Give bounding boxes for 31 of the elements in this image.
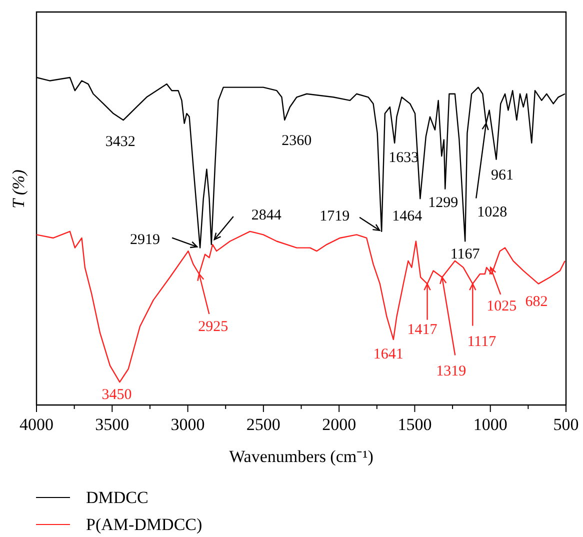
annotation: 3450 (102, 387, 132, 404)
legend-label: P(AM-DMDCC) (86, 514, 202, 534)
annotation: 961 (491, 167, 514, 184)
x-tick-label: 2000 (322, 415, 356, 434)
annotation: 2925 (198, 319, 228, 335)
annotation: 2360 (282, 133, 312, 150)
annotation: 1117 (467, 334, 497, 350)
annotation: 2844 (251, 208, 282, 224)
annotation: 1299 (428, 194, 458, 211)
annotation: 1025 (486, 298, 517, 314)
y-axis-title: T (%) (9, 169, 28, 208)
x-tick-label: 3000 (170, 415, 205, 434)
x-tick-label: 2500 (246, 415, 280, 434)
x-tick-label: 1000 (473, 415, 508, 434)
annotation: 682 (525, 294, 548, 310)
annotation: 1719 (320, 208, 350, 224)
annotation: 1464 (392, 208, 423, 225)
x-tick-label: 1500 (398, 415, 432, 434)
annotation: 1641 (373, 346, 404, 362)
annotation: 1633 (388, 150, 419, 166)
annotation: 1167 (450, 246, 480, 262)
x-tick-label: 500 (553, 415, 579, 434)
annotation: 3432 (105, 134, 136, 150)
annotation: 1319 (436, 363, 466, 380)
x-tick-label: 4000 (20, 415, 54, 434)
annotation: 2919 (130, 232, 160, 248)
annotation: 1028 (477, 204, 508, 220)
legend-label: DMDCC (86, 488, 148, 508)
x-tick-label: 3500 (95, 415, 130, 434)
annotation: 1417 (407, 322, 438, 338)
x-axis-title: Wavenumbers (cm⁻¹) (229, 447, 374, 466)
